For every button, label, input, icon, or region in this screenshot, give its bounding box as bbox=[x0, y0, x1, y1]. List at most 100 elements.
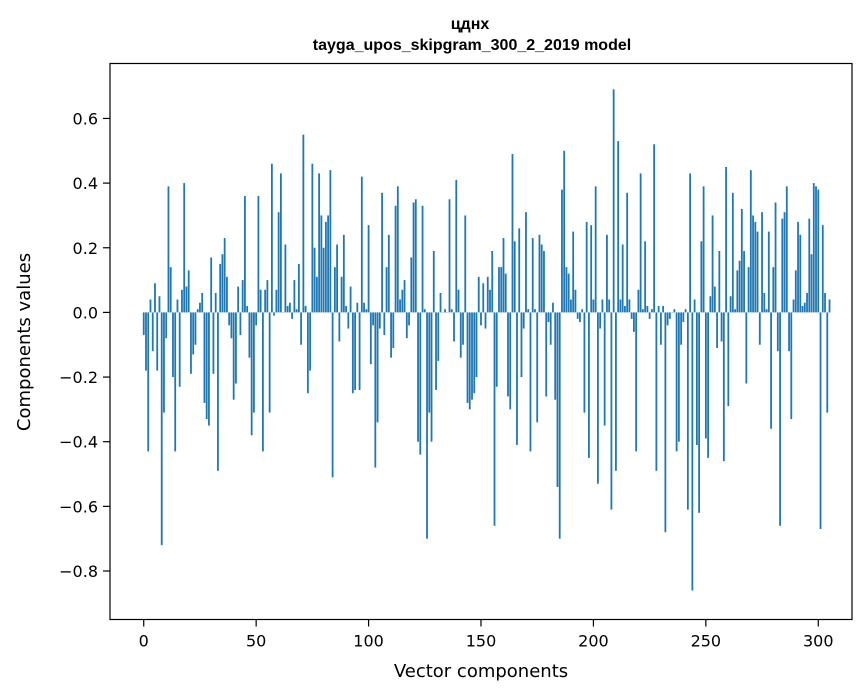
bar-175 bbox=[536, 312, 539, 423]
bar-182 bbox=[552, 302, 554, 313]
x-axis-label: Vector components bbox=[394, 661, 568, 682]
bar-181 bbox=[549, 312, 552, 345]
bar-304 bbox=[826, 312, 829, 413]
bar-83 bbox=[329, 170, 332, 313]
bar-47 bbox=[248, 312, 251, 358]
bar-21 bbox=[190, 312, 192, 374]
y-tick-label: −0.4 bbox=[59, 433, 98, 452]
bar-226 bbox=[650, 309, 653, 313]
bar-220 bbox=[637, 289, 640, 313]
x-tick-label: 0 bbox=[139, 632, 149, 651]
bar-2 bbox=[147, 312, 150, 452]
bar-245 bbox=[693, 299, 696, 313]
bar-11 bbox=[167, 186, 170, 313]
y-axis-label: Components values bbox=[14, 253, 35, 431]
bar-31 bbox=[212, 312, 215, 374]
bar-264 bbox=[736, 270, 739, 313]
bar-153 bbox=[486, 276, 489, 313]
bar-32 bbox=[214, 293, 217, 313]
bar-23 bbox=[194, 312, 197, 345]
bar-159 bbox=[500, 267, 503, 313]
bar-212 bbox=[619, 299, 622, 313]
bar-184 bbox=[556, 312, 559, 487]
bar-52 bbox=[259, 289, 262, 313]
bar-300 bbox=[817, 189, 820, 313]
x-tick-label: 50 bbox=[246, 632, 266, 651]
bar-207 bbox=[608, 299, 611, 313]
bar-288 bbox=[790, 312, 793, 420]
bar-110 bbox=[390, 312, 392, 358]
bar-20 bbox=[187, 270, 190, 313]
bar-58 bbox=[273, 312, 276, 316]
bar-248 bbox=[700, 241, 703, 313]
bar-183 bbox=[554, 312, 557, 400]
bar-213 bbox=[621, 244, 624, 313]
bar-254 bbox=[713, 286, 716, 313]
bar-4 bbox=[151, 312, 154, 352]
bar-38 bbox=[228, 312, 231, 326]
bar-18 bbox=[183, 183, 186, 313]
bar-40 bbox=[232, 312, 235, 400]
bar-85 bbox=[333, 267, 336, 313]
bar-43 bbox=[239, 312, 242, 336]
y-tick-label: 0.2 bbox=[73, 239, 98, 258]
bar-120 bbox=[412, 202, 415, 313]
bar-228 bbox=[655, 312, 658, 471]
bar-277 bbox=[765, 309, 768, 313]
bar-230 bbox=[659, 312, 662, 345]
bar-74 bbox=[309, 312, 312, 371]
bar-146 bbox=[471, 312, 473, 400]
bar-292 bbox=[799, 234, 802, 313]
bar-72 bbox=[304, 305, 307, 313]
bar-290 bbox=[794, 270, 797, 313]
bar-234 bbox=[668, 312, 671, 319]
bar-272 bbox=[754, 221, 757, 313]
bar-204 bbox=[601, 299, 604, 313]
bar-46 bbox=[246, 305, 249, 313]
bar-170 bbox=[525, 212, 527, 313]
bar-208 bbox=[610, 312, 613, 510]
bar-162 bbox=[507, 312, 509, 397]
bar-201 bbox=[594, 186, 597, 313]
bar-147 bbox=[473, 312, 476, 394]
bar-305 bbox=[828, 299, 831, 313]
bar-140 bbox=[457, 289, 460, 313]
bar-289 bbox=[792, 299, 795, 313]
bar-108 bbox=[385, 267, 388, 313]
bar-56 bbox=[268, 312, 271, 413]
bar-176 bbox=[538, 234, 541, 313]
bar-107 bbox=[383, 312, 386, 336]
bar-177 bbox=[540, 244, 543, 313]
bar-29 bbox=[208, 312, 210, 426]
bar-15 bbox=[176, 299, 179, 313]
bar-61 bbox=[279, 173, 282, 313]
bar-143 bbox=[464, 215, 467, 313]
bar-260 bbox=[727, 312, 730, 407]
bar-163 bbox=[509, 312, 512, 410]
bar-227 bbox=[653, 144, 656, 313]
bar-101 bbox=[369, 312, 372, 365]
bar-194 bbox=[579, 312, 581, 323]
bar-216 bbox=[628, 299, 631, 313]
bar-224 bbox=[646, 305, 649, 313]
bar-295 bbox=[806, 293, 808, 313]
bar-268 bbox=[745, 312, 748, 384]
bar-276 bbox=[763, 293, 766, 313]
bar-10 bbox=[165, 312, 168, 339]
bar-100 bbox=[367, 225, 370, 313]
bar-25 bbox=[199, 302, 201, 313]
bar-99 bbox=[365, 309, 368, 313]
bar-82 bbox=[327, 215, 329, 313]
bar-93 bbox=[351, 312, 354, 394]
bar-167 bbox=[518, 228, 521, 313]
bar-229 bbox=[657, 305, 660, 313]
bar-14 bbox=[174, 312, 177, 452]
bar-3 bbox=[149, 299, 152, 313]
bar-103 bbox=[374, 312, 377, 468]
x-axis: 0 50 100 150 200 250 300 bbox=[139, 619, 834, 651]
bar-281 bbox=[774, 202, 777, 313]
bar-121 bbox=[414, 199, 417, 313]
bar-136 bbox=[448, 199, 451, 313]
bar-24 bbox=[196, 309, 199, 313]
